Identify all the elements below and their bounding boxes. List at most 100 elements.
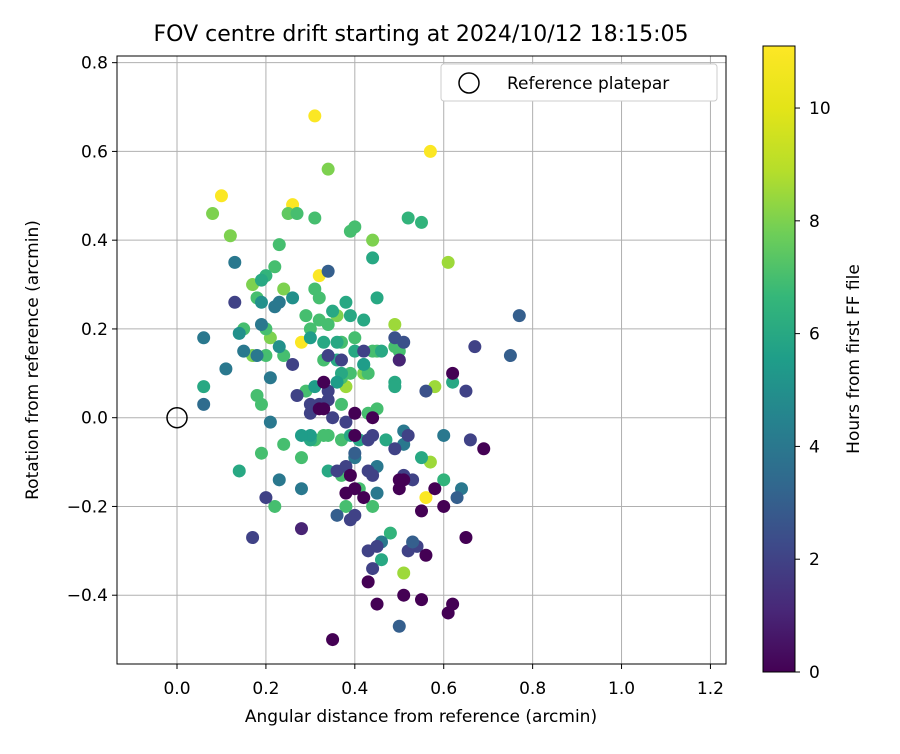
data-point <box>374 344 388 358</box>
data-point <box>397 566 411 580</box>
data-point <box>272 473 286 487</box>
data-point <box>321 349 335 363</box>
x-axis-label: Angular distance from reference (arcmin) <box>245 707 597 727</box>
data-point <box>237 344 251 358</box>
data-point <box>330 375 344 389</box>
x-tick-label: 1.2 <box>697 679 724 699</box>
data-point <box>330 464 344 478</box>
data-point <box>232 326 246 340</box>
colorbar-tick-label: 6 <box>809 325 820 345</box>
data-point <box>197 397 211 411</box>
data-point <box>317 428 331 442</box>
data-point <box>246 531 260 545</box>
data-point <box>392 619 406 633</box>
data-point <box>268 260 282 274</box>
data-point <box>268 499 282 513</box>
y-axis-label: Rotation from reference (arcmin) <box>23 220 43 500</box>
data-point <box>334 353 348 367</box>
data-point <box>232 464 246 478</box>
x-tick-label: 0.0 <box>163 679 190 699</box>
data-point <box>308 109 322 123</box>
data-point <box>294 451 308 465</box>
data-point <box>326 304 340 318</box>
data-point <box>321 464 335 478</box>
data-point <box>330 508 344 522</box>
x-tick-label: 0.4 <box>341 679 368 699</box>
y-tick-label: −0.2 <box>67 497 108 517</box>
data-point <box>219 362 233 376</box>
data-point <box>321 162 335 176</box>
x-tick-label: 0.6 <box>430 679 457 699</box>
data-point <box>228 255 242 269</box>
data-point <box>366 499 380 513</box>
data-point <box>370 486 384 500</box>
data-point <box>370 291 384 305</box>
data-point <box>277 437 291 451</box>
data-point <box>392 473 406 487</box>
colorbar-tick-label: 0 <box>809 663 820 683</box>
data-point <box>294 482 308 496</box>
data-point <box>401 211 415 225</box>
legend-label-reference: Reference platepar <box>507 74 669 94</box>
data-point <box>468 340 482 354</box>
axes: 0.0 0.2 0.4 0.6 0.8 1.0 1.2 −0.4 −0.2 0.0 0.2 0.4 0.… <box>67 54 727 699</box>
data-point <box>259 349 273 363</box>
data-point <box>223 229 237 243</box>
y-tick-label: 0.6 <box>81 142 108 162</box>
data-point <box>317 402 331 416</box>
data-point <box>250 349 264 363</box>
data-point <box>415 215 428 229</box>
data-point <box>321 264 335 278</box>
data-point <box>348 331 362 345</box>
data-point <box>383 526 397 540</box>
data-point <box>277 282 291 296</box>
data-point <box>423 144 437 158</box>
colorbar-tick-label: 4 <box>809 437 820 457</box>
data-point <box>503 349 517 363</box>
data-point <box>317 375 331 389</box>
data-point <box>317 335 331 349</box>
data-point <box>294 522 308 536</box>
data-point <box>254 446 268 460</box>
data-point <box>370 597 384 611</box>
data-point <box>214 189 228 203</box>
data-point <box>339 295 353 309</box>
colorbar-tick-label: 10 <box>809 99 831 119</box>
data-point <box>370 539 384 553</box>
y-tick-label: 0.4 <box>81 231 108 251</box>
data-point <box>348 406 362 420</box>
data-point <box>281 207 295 221</box>
data-point <box>401 428 415 442</box>
data-point <box>272 340 286 354</box>
legend: Reference platepar <box>440 63 718 102</box>
data-point <box>419 384 433 398</box>
x-tick-label: 0.8 <box>519 679 546 699</box>
data-point <box>450 491 464 505</box>
legend-marker-reference <box>458 72 480 94</box>
y-tick-label: 0.8 <box>81 54 108 74</box>
data-point <box>459 384 473 398</box>
data-point <box>334 397 348 411</box>
colorbar: Hours from first FF file 0 2 4 6 8 10 <box>762 45 864 683</box>
data-point <box>330 335 344 349</box>
plot-frame <box>116 55 727 665</box>
data-point <box>303 428 317 442</box>
x-tick-label: 0.2 <box>252 679 279 699</box>
data-point <box>477 442 491 456</box>
data-point <box>343 366 357 380</box>
data-point <box>463 433 477 447</box>
data-point <box>272 295 286 309</box>
data-point <box>228 295 242 309</box>
colorbar-label: Hours from first FF file <box>844 264 864 454</box>
reference-platepar-marker <box>166 406 188 429</box>
data-point <box>419 491 433 505</box>
data-point <box>392 353 406 367</box>
data-point <box>250 389 264 403</box>
data-point <box>361 575 375 589</box>
data-point <box>348 446 362 460</box>
data-point <box>286 357 300 371</box>
data-point <box>197 380 211 394</box>
data-point <box>254 273 268 287</box>
data-point <box>459 531 473 545</box>
